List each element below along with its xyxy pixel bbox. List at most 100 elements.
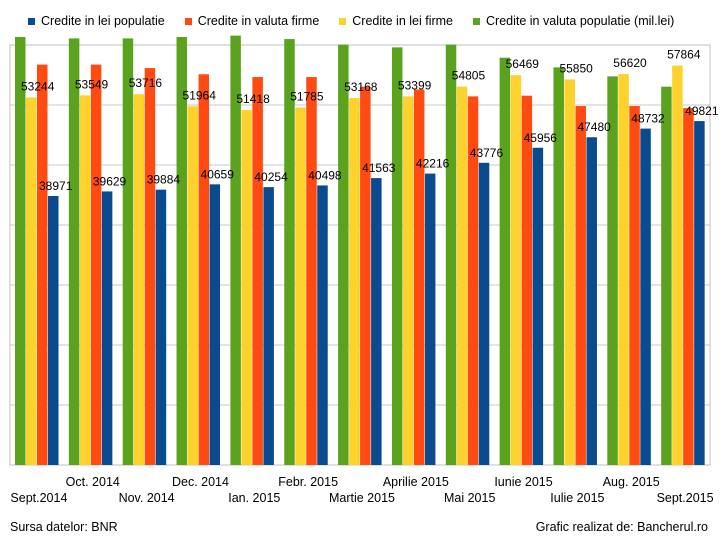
bar bbox=[467, 96, 479, 466]
bar bbox=[694, 121, 705, 465]
bar bbox=[209, 184, 221, 465]
bar bbox=[499, 57, 511, 465]
data-label: 38971 bbox=[39, 179, 73, 193]
bar bbox=[445, 44, 457, 466]
bar bbox=[15, 37, 26, 465]
data-label: 43776 bbox=[470, 146, 504, 160]
legend-label: Credite in valuta populatie (mil.lei) bbox=[486, 14, 675, 28]
x-tick-label: Sept.2014 bbox=[10, 491, 67, 505]
bar bbox=[317, 185, 328, 465]
bar bbox=[90, 64, 102, 465]
bar bbox=[144, 68, 156, 465]
bar bbox=[122, 38, 134, 465]
bar bbox=[478, 162, 490, 465]
bar bbox=[456, 86, 468, 466]
chart-legend: Credite in lei populatie Credite in valut… bbox=[28, 14, 674, 28]
data-label: 53716 bbox=[129, 76, 163, 90]
bar bbox=[198, 74, 210, 466]
bar bbox=[424, 173, 436, 465]
bar bbox=[306, 77, 317, 466]
bar bbox=[349, 97, 360, 465]
data-label: 55850 bbox=[559, 61, 593, 75]
bar bbox=[295, 107, 306, 465]
data-label: 53399 bbox=[398, 78, 432, 92]
bar bbox=[391, 47, 403, 466]
bar bbox=[101, 191, 113, 465]
x-tick-label: Dec. 2014 bbox=[172, 475, 229, 489]
bar bbox=[661, 86, 672, 466]
legend-label: Credite in lei populatie bbox=[41, 14, 165, 28]
bar bbox=[640, 128, 651, 466]
data-label: 53168 bbox=[344, 80, 378, 94]
bar bbox=[672, 65, 683, 465]
bar bbox=[683, 108, 694, 466]
data-label: 40498 bbox=[308, 168, 342, 182]
credit-note: Grafic realizat de: Bancherul.ro bbox=[535, 520, 708, 534]
data-label: 42216 bbox=[416, 157, 450, 171]
legend-label: Credite in lei firme bbox=[352, 14, 454, 28]
legend-item: Credite in valuta firme bbox=[184, 14, 320, 28]
bar bbox=[176, 37, 188, 465]
legend-swatch bbox=[28, 17, 35, 25]
bar bbox=[629, 106, 640, 465]
bar bbox=[79, 95, 91, 465]
data-label: 41563 bbox=[362, 161, 396, 175]
bar bbox=[402, 96, 414, 466]
bar bbox=[586, 137, 597, 465]
x-tick-label: Martie 2015 bbox=[329, 491, 395, 505]
data-label: 51418 bbox=[236, 92, 270, 106]
data-label: 39884 bbox=[147, 173, 181, 187]
bar bbox=[360, 86, 371, 466]
data-label: 53549 bbox=[75, 77, 109, 91]
bar bbox=[553, 67, 564, 465]
bar bbox=[155, 189, 167, 465]
source-note: Sursa datelor: BNR bbox=[10, 520, 118, 534]
bar bbox=[371, 178, 382, 465]
x-tick-label: Aug. 2015 bbox=[603, 475, 660, 489]
bar bbox=[607, 76, 618, 465]
bar bbox=[532, 147, 544, 465]
bar bbox=[252, 77, 263, 466]
data-label: 49821 bbox=[685, 104, 719, 118]
legend-item: Credite in valuta populatie (mil.lei) bbox=[473, 14, 674, 28]
data-label: 54805 bbox=[452, 69, 486, 83]
data-label: 56469 bbox=[506, 57, 540, 71]
bar bbox=[241, 110, 252, 466]
bar bbox=[263, 187, 274, 465]
bar bbox=[564, 79, 575, 466]
data-label: 39629 bbox=[93, 174, 127, 188]
legend-item: Credite in lei firme bbox=[339, 14, 453, 28]
x-tick-label: Oct. 2014 bbox=[66, 475, 120, 489]
x-tick-label: Mai 2015 bbox=[444, 491, 495, 505]
legend-label: Credite in valuta firme bbox=[197, 14, 320, 28]
data-label: 51785 bbox=[290, 90, 324, 104]
bar bbox=[187, 106, 199, 466]
bar bbox=[521, 95, 533, 465]
data-label: 45956 bbox=[524, 131, 558, 145]
x-tick-label: Febr. 2015 bbox=[278, 475, 338, 489]
data-label: 40659 bbox=[201, 167, 235, 181]
data-label: 51964 bbox=[183, 88, 217, 102]
legend-swatch bbox=[339, 17, 347, 25]
x-tick-label: Aprilie 2015 bbox=[383, 475, 449, 489]
x-tick-label: Iunie 2015 bbox=[494, 475, 552, 489]
data-label: 47480 bbox=[577, 120, 611, 134]
bar bbox=[575, 106, 586, 465]
bar bbox=[48, 195, 59, 466]
bar bbox=[26, 97, 37, 466]
bar bbox=[68, 38, 80, 465]
x-tick-label: Nov. 2014 bbox=[119, 491, 175, 505]
bar bbox=[618, 74, 629, 466]
data-label: 57864 bbox=[667, 48, 701, 62]
x-tick-label: Ian. 2015 bbox=[228, 491, 280, 505]
bar bbox=[133, 94, 145, 465]
legend-swatch bbox=[184, 17, 192, 25]
plot-area bbox=[9, 44, 711, 466]
bar bbox=[510, 75, 522, 466]
bar bbox=[338, 44, 349, 466]
data-label: 48732 bbox=[631, 112, 665, 126]
bar bbox=[413, 89, 425, 466]
bar bbox=[37, 64, 48, 465]
bar bbox=[230, 35, 241, 465]
